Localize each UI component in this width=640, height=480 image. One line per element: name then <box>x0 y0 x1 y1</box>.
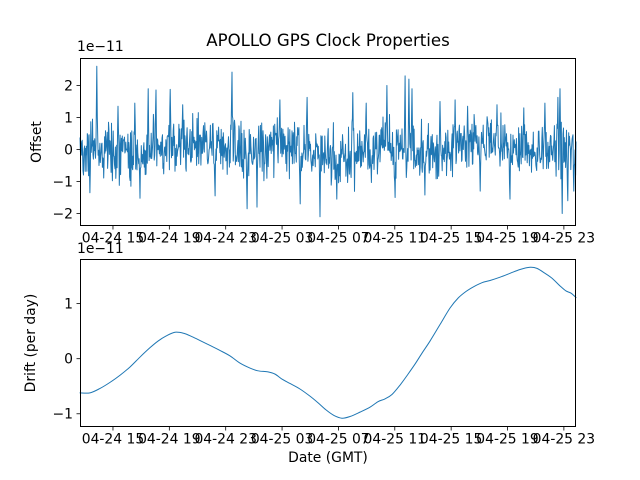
y-tick-label: 1 <box>64 110 73 126</box>
y-axis-ticks: −1 0 1 <box>53 297 80 423</box>
y-tick-label: −1 <box>53 174 73 190</box>
x-tick-label: 04-25 07 <box>307 230 369 246</box>
x-tick-label: 04-25 15 <box>420 432 482 448</box>
date-x-axis-label: Date (GMT) <box>288 450 368 466</box>
x-tick-label: 04-24 23 <box>194 230 256 246</box>
drift-y-axis-label: Drift (per day) <box>23 293 39 393</box>
x-tick-label: 04-25 11 <box>364 230 426 246</box>
x-tick-label: 04-25 03 <box>251 230 313 246</box>
y-tick-label: 0 <box>64 142 73 158</box>
y-tick-label: 0 <box>64 352 73 368</box>
x-tick-label: 04-25 11 <box>364 432 426 448</box>
drift-scale-exponent-label: 1e−11 <box>77 241 124 257</box>
axes-frame <box>80 259 576 428</box>
x-tick-label: 04-25 03 <box>251 432 313 448</box>
x-tick-label: 04-25 23 <box>533 432 595 448</box>
x-tick-label: 04-25 07 <box>307 432 369 448</box>
x-tick-label: 04-25 23 <box>533 230 595 246</box>
offset-series-line <box>79 65 577 217</box>
x-tick-label: 04-24 23 <box>194 432 256 448</box>
y-tick-label: 2 <box>64 78 73 94</box>
x-tick-label: 04-24 19 <box>138 230 200 246</box>
y-tick-label: 1 <box>64 297 73 313</box>
x-tick-label: 04-25 15 <box>420 230 482 246</box>
drift-series-line <box>79 266 577 419</box>
offset-scale-exponent-label: 1e−11 <box>77 39 124 55</box>
x-tick-label: 04-24 15 <box>82 432 144 448</box>
axes-frame <box>80 57 576 226</box>
chart-title: APOLLO GPS Clock Properties <box>206 31 450 50</box>
x-tick-label: 04-24 15 <box>82 230 144 246</box>
y-axis-ticks: −2 −1 0 1 2 <box>53 78 80 222</box>
y-tick-label: −2 <box>53 206 73 222</box>
offset-y-axis-label: Offset <box>29 120 45 163</box>
x-tick-label: 04-24 19 <box>138 432 200 448</box>
y-tick-label: −1 <box>53 407 73 423</box>
x-tick-label: 04-25 19 <box>476 230 538 246</box>
x-tick-label: 04-25 19 <box>476 432 538 448</box>
